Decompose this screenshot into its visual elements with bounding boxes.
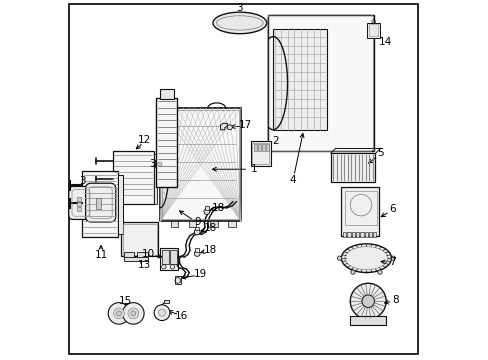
Bar [122,224,156,255]
Circle shape [128,308,139,319]
Bar [346,232,350,237]
Bar [210,221,217,226]
Circle shape [390,256,395,260]
Bar [153,154,157,204]
Bar [77,197,81,201]
Text: 16: 16 [175,311,188,320]
Text: 13: 13 [137,260,150,270]
Bar [265,144,268,150]
Text: 7: 7 [388,257,395,267]
Text: 5: 5 [377,148,383,158]
Bar [368,232,371,237]
Circle shape [227,125,232,130]
Bar [96,198,101,210]
Bar [137,252,147,258]
Bar [355,232,359,237]
Bar [364,232,367,237]
Bar [163,300,169,303]
Bar [273,30,326,130]
Bar [195,226,199,230]
Bar [257,144,260,150]
Bar [252,143,268,164]
Polygon shape [220,123,227,130]
Bar [368,24,377,36]
Bar [267,15,373,151]
Bar [160,108,241,221]
Text: 3: 3 [148,159,155,169]
Text: 14: 14 [378,37,391,47]
Bar [170,250,176,264]
Circle shape [122,303,144,324]
Bar [188,221,196,226]
Text: 19: 19 [194,269,207,279]
Bar [343,232,346,237]
Bar [123,257,147,261]
Circle shape [194,251,200,256]
Circle shape [337,256,341,260]
Text: 10: 10 [142,249,155,259]
Text: 11: 11 [94,250,107,260]
Bar [261,144,264,150]
Text: 6: 6 [388,204,395,215]
Ellipse shape [341,244,391,273]
Ellipse shape [212,12,266,34]
Circle shape [131,311,136,316]
Circle shape [154,305,169,320]
Text: 15: 15 [119,296,132,306]
Text: 3: 3 [79,176,86,186]
Circle shape [194,229,200,235]
Bar [341,187,378,235]
Text: 18: 18 [212,203,225,213]
Circle shape [377,270,381,274]
FancyBboxPatch shape [85,183,116,222]
Text: 18: 18 [203,244,216,255]
Bar [121,222,158,256]
Bar [366,23,379,38]
Circle shape [361,295,374,307]
Bar [360,232,363,237]
FancyBboxPatch shape [69,186,93,220]
Bar [118,175,122,234]
Text: 4: 4 [289,175,296,185]
Text: 1: 1 [250,164,257,174]
Text: 2: 2 [272,136,279,145]
Bar [162,110,239,220]
Circle shape [113,308,124,319]
Bar [77,202,81,206]
Circle shape [116,311,121,316]
Text: 12: 12 [138,135,151,145]
Bar [250,141,270,166]
Text: 18: 18 [203,223,216,233]
Bar [175,276,180,284]
Bar [160,248,178,270]
Bar [77,207,81,211]
Bar [195,248,199,252]
Circle shape [155,159,164,169]
Text: 3: 3 [236,3,243,13]
Bar [349,316,386,324]
Bar [82,171,118,237]
Bar [253,144,256,150]
Bar [204,206,208,210]
Circle shape [158,162,162,166]
Circle shape [158,309,165,316]
Bar [112,150,153,204]
Circle shape [350,270,354,274]
Bar [330,153,375,182]
Bar [228,221,235,226]
Circle shape [349,283,386,319]
Text: 17: 17 [239,121,252,130]
Bar [156,98,177,187]
Bar [372,232,376,237]
Circle shape [203,209,209,215]
Circle shape [108,303,129,324]
Bar [171,221,178,226]
Bar [344,191,376,225]
Text: 8: 8 [391,295,398,305]
Bar [162,250,169,264]
Bar [123,252,134,258]
Bar [351,232,354,237]
Text: 9: 9 [194,217,201,227]
Bar [159,89,174,99]
